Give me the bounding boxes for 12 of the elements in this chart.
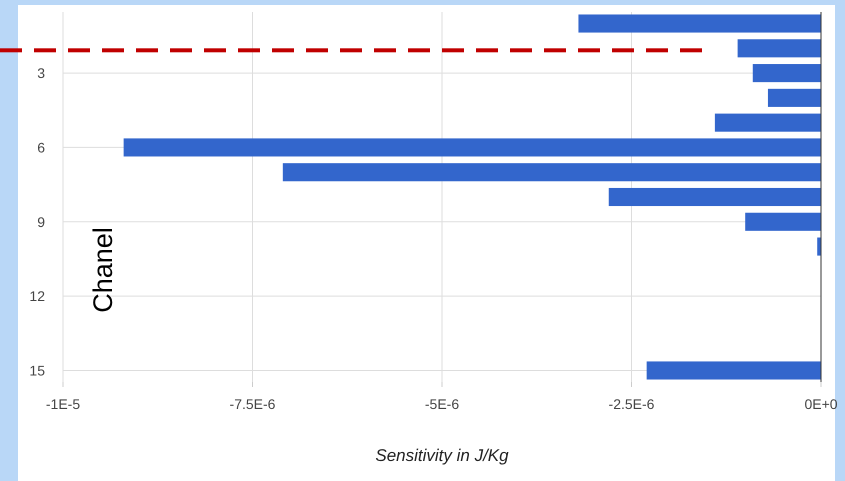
- y-tick-label: 9: [37, 214, 46, 230]
- x-tick-label: -2.5E-6: [608, 396, 655, 412]
- y-tick-label: 3: [37, 65, 46, 82]
- x-tick-label: -7.5E-6: [230, 396, 276, 412]
- y-tick-label: 12: [29, 288, 46, 304]
- y-tick-label: 6: [37, 139, 46, 156]
- x-axis-title: Sensitivity in J/Kg: [375, 446, 510, 465]
- x-tick-label: -1E-5: [46, 396, 80, 412]
- y-axis-title: Chanel: [88, 227, 118, 313]
- y-tick-label: 15: [29, 362, 46, 378]
- x-tick-label: 0E+0: [804, 396, 838, 412]
- x-tick-label: -5E-6: [424, 396, 460, 412]
